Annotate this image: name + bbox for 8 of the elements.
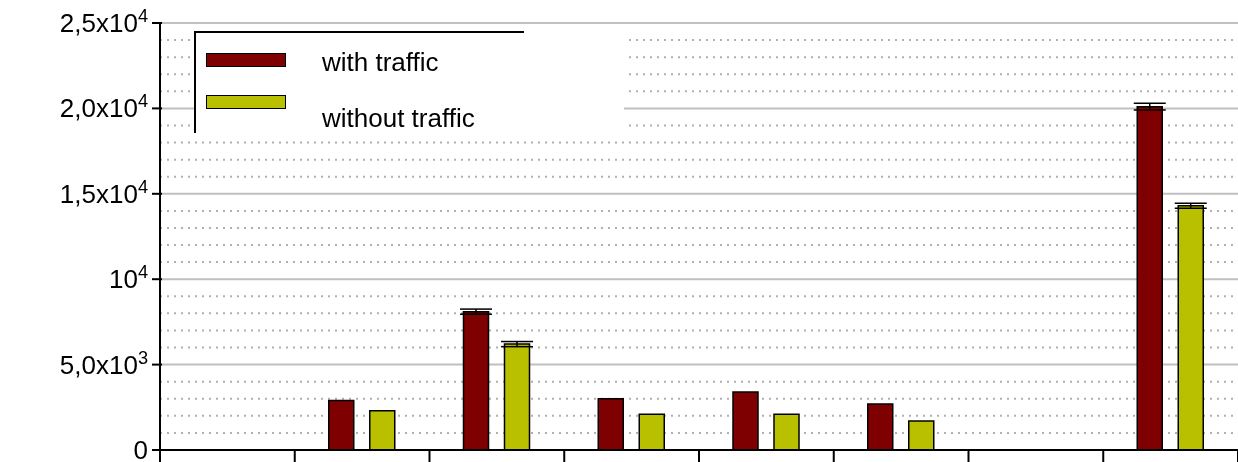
y-tick-label: 2,5x10$^{4}$	[59, 6, 148, 38]
legend-label: with traffic	[322, 47, 439, 78]
legend-label: without traffic	[322, 103, 475, 134]
y-tick-label: 1,5x10$^{4}$	[59, 176, 148, 209]
y-tick-label: 2,0x10$^{4}$	[59, 91, 148, 124]
y-tick-label: 5,0x10$^{3}$	[59, 347, 148, 380]
y-tick-label: 0	[133, 435, 148, 462]
y-tick-label: 10$^{4}$	[108, 262, 148, 295]
